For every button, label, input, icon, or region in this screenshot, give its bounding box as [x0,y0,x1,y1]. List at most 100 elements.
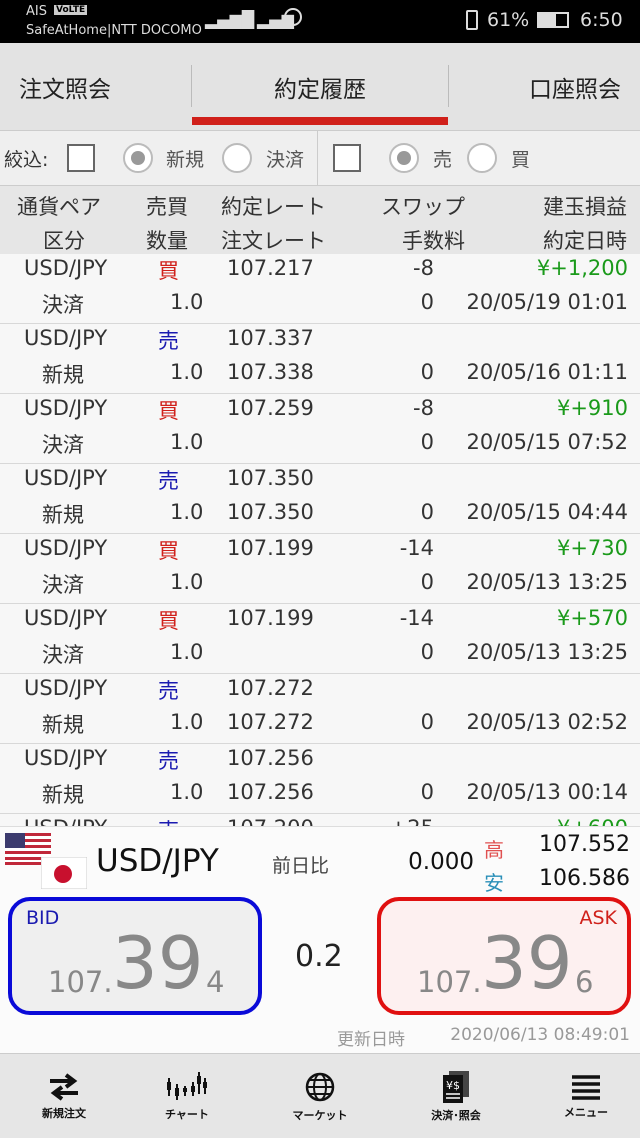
cell-kind: 新規 [42,783,84,807]
low-label: 安 [484,871,504,895]
change-label: 前日比 [272,855,330,877]
tab-bar: 注文照会 約定履歴 口座照会 [0,43,640,130]
nav-chart[interactable]: チャート [123,1054,251,1139]
tab-order-inquiry[interactable]: 注文照会 [19,76,111,103]
table-row[interactable]: USD/JPY 売 107.350 新規 1.0 107.350 0 20/05/15 04:… [0,464,640,534]
cell-fee: 0 [420,710,434,734]
cell-exec-time: 20/05/13 13:25 [466,570,628,594]
globe-icon [305,1072,335,1101]
document-yen-icon: ¥$ [443,1070,469,1103]
tab-divider [191,65,192,107]
table-row[interactable]: USD/JPY 買 107.199 -14 ¥+730 決済 1.0 0 20/05/13 13… [0,534,640,604]
cell-qty: 1.0 [170,710,204,734]
nav-label: チャート [165,1107,209,1121]
high-value: 107.552 [539,832,630,857]
cell-exec-time: 20/05/13 02:52 [466,710,628,734]
cell-kind: 決済 [42,293,84,317]
execution-list[interactable]: USD/JPY 買 107.217 -8 ¥+1,200 決済 1.0 0 20/05/19 0… [0,254,640,826]
tab-account-inquiry[interactable]: 口座照会 [529,76,621,103]
nav-new-order[interactable]: 新規注文 [0,1054,128,1139]
cell-order-rate: 107.350 [227,500,314,524]
filter-bar: 絞込: 新規 決済 売 買 [0,130,640,186]
col-pnl: 建玉損益 [543,195,627,219]
table-row[interactable]: USD/JPY 売 107.337 新規 1.0 107.338 0 20/05/16 01:… [0,324,640,394]
bottom-nav: 新規注文 チャート マーケット ¥$ 決済･照会 メニュー [0,1053,640,1138]
us-flag-icon [5,833,51,865]
hamburger-menu-icon [572,1074,600,1100]
ask-button[interactable]: ASK 107. 39 6 [377,897,631,1015]
cell-exec-time: 20/05/13 13:25 [466,640,628,664]
tab-divider [448,65,449,107]
ask-prefix: 107. [417,965,482,999]
close-radio-label: 決済 [266,149,305,171]
cell-side: 買 [158,399,179,423]
kind-filter-checkbox[interactable] [67,144,95,172]
cell-fee: 0 [420,780,434,804]
low-value: 106.586 [539,866,630,891]
sync-icon [284,8,302,26]
col-exec-time: 約定日時 [543,229,627,253]
cell-kind: 決済 [42,573,84,597]
table-row[interactable]: USD/JPY 買 107.199 -14 ¥+570 決済 1.0 0 20/05/13 13… [0,604,640,674]
cell-pair: USD/JPY [24,326,108,350]
cell-kind: 新規 [42,503,84,527]
ask-label: ASK [579,907,617,929]
spread: 0.2 [295,939,343,974]
cell-order-rate: 107.338 [227,360,314,384]
jp-flag-icon [41,857,87,889]
cell-exec-time: 20/05/19 01:01 [466,290,628,314]
buy-radio[interactable] [467,143,497,173]
side-filter-checkbox[interactable] [333,144,361,172]
nav-label: 決済･照会 [431,1108,481,1122]
cell-exec-rate: 107.200 [227,816,314,826]
cell-exec-rate: 107.259 [227,396,314,420]
table-row[interactable]: USD/JPY 買 107.259 -8 ¥+910 決済 1.0 0 20/05/15 07:… [0,394,640,464]
cell-pair: USD/JPY [24,816,107,826]
swap-arrows-icon [50,1072,78,1101]
nav-market[interactable]: マーケット [256,1054,384,1139]
table-row[interactable]: USD/JPY 売 107.200 +25 ¥+600 [0,814,640,826]
col-qty: 数量 [146,229,188,253]
filter-divider [317,131,318,186]
cell-pnl: ¥+910 [556,396,628,420]
cell-kind: 新規 [42,363,84,387]
table-row[interactable]: USD/JPY 売 107.256 新規 1.0 107.256 0 20/05/13 00:… [0,744,640,814]
table-row[interactable]: USD/JPY 買 107.217 -8 ¥+1,200 決済 1.0 0 20/05/19 0… [0,254,640,324]
cell-swap: -14 [399,606,434,630]
sell-radio-label: 売 [433,149,453,171]
cell-side: 売 [158,815,179,826]
cell-exec-rate: 107.199 [227,606,314,630]
new-radio[interactable] [123,143,153,173]
cell-kind: 決済 [42,433,84,457]
cell-exec-time: 20/05/15 04:44 [466,500,628,524]
bid-button[interactable]: BID 107. 39 4 [8,897,262,1015]
cell-pair: USD/JPY [24,536,108,560]
nav-menu[interactable]: メニュー [522,1054,640,1139]
cell-exec-rate: 107.217 [227,256,314,280]
cell-swap: -14 [399,536,434,560]
cell-qty: 1.0 [170,570,204,594]
cell-exec-time: 20/05/13 00:14 [466,780,628,804]
cell-side: 売 [158,469,179,493]
cell-pair: USD/JPY [24,606,108,630]
cell-qty: 1.0 [170,780,204,804]
cell-qty: 1.0 [170,360,204,384]
cell-pair: USD/JPY [24,676,108,700]
cell-side: 買 [158,259,179,283]
clock: 6:50 [580,9,623,31]
col-side: 売買 [146,195,188,219]
quote-pair: USD/JPY [96,843,219,879]
quote-panel: USD/JPY 前日比 0.000 高 107.552 安 106.586 BI… [0,826,640,1053]
close-radio[interactable] [222,143,252,173]
table-row[interactable]: USD/JPY 売 107.272 新規 1.0 107.272 0 20/05/13 02:… [0,674,640,744]
cell-pnl: ¥+1,200 [536,256,628,280]
tab-execution-history[interactable]: 約定履歴 [274,76,366,103]
cell-fee: 0 [420,290,434,314]
col-kind: 区分 [43,229,85,253]
bid-big-digits: 39 [112,921,204,1005]
sell-radio[interactable] [389,143,419,173]
bid-prefix: 107. [48,965,113,999]
nav-settlement-inquiry[interactable]: ¥$ 決済･照会 [392,1054,520,1139]
change-value: 0.000 [408,849,474,875]
cell-pair: USD/JPY [24,256,108,280]
